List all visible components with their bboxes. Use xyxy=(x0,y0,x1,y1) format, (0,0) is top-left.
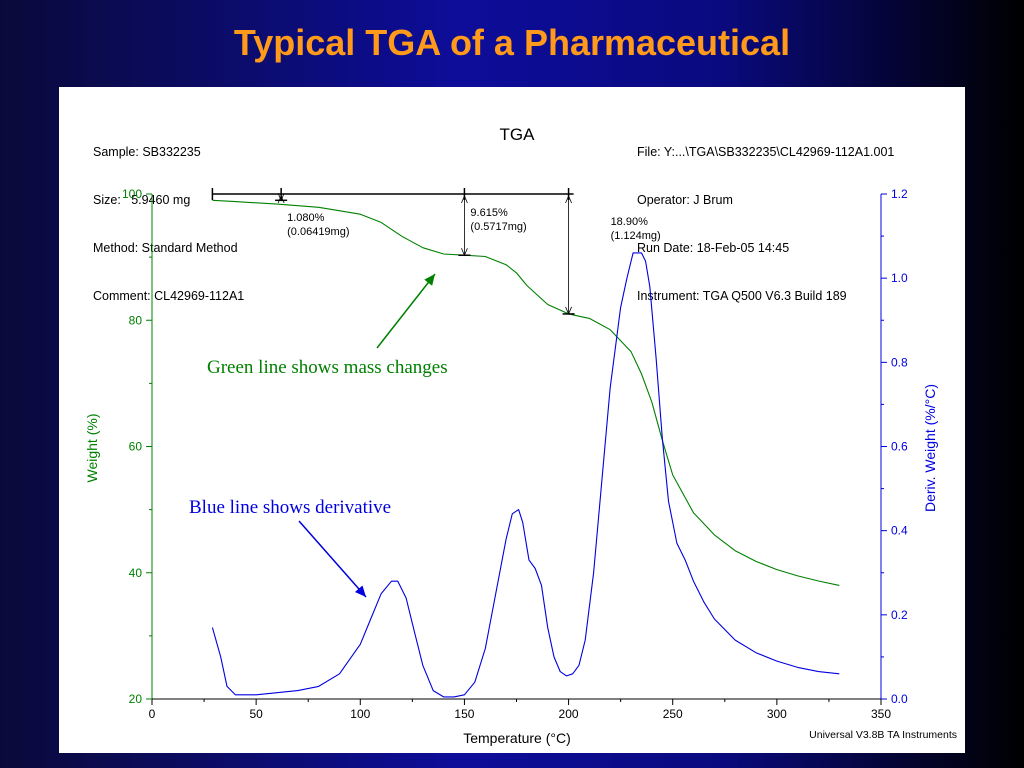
chart-panel: Sample: SB332235 Size: 5.9460 mg Method:… xyxy=(59,87,965,753)
green-arrow-head xyxy=(424,274,435,286)
x-tick-label: 300 xyxy=(767,707,787,721)
sample-line: Sample: SB332235 xyxy=(93,145,201,159)
y-tick-label: 100 xyxy=(122,187,142,201)
size-line: Size: 5.9460 mg xyxy=(93,193,191,207)
x-tick-label: 50 xyxy=(249,707,263,721)
blue-annotation: Blue line shows derivative xyxy=(189,497,391,518)
sample-info: Sample: SB332235 Size: 5.9460 mg Method:… xyxy=(93,112,244,336)
step-arrowhead xyxy=(461,194,468,204)
derivative-curve xyxy=(211,252,840,698)
y2-tick-label: 0.6 xyxy=(891,440,908,454)
green-annotation: Green line shows mass changes xyxy=(207,357,448,378)
x-tick-label: 200 xyxy=(559,707,579,721)
step-percent-label: 1.080% xyxy=(287,212,325,224)
step-arrowhead xyxy=(277,194,285,204)
run-date-line: Run Date: 18-Feb-05 14:45 xyxy=(637,241,790,255)
footer-credit: Universal V3.8B TA Instruments xyxy=(809,729,957,741)
instrument-line: Instrument: TGA Q500 V6.3 Build 189 xyxy=(637,289,847,303)
y2-tick-label: 1.0 xyxy=(891,271,908,285)
step-mass-label: (1.124mg) xyxy=(611,230,661,242)
y2-tick-label: 1.2 xyxy=(891,187,908,201)
y2-tick-label: 0.0 xyxy=(891,692,908,706)
x-tick-label: 0 xyxy=(149,707,156,721)
y-tick-label: 80 xyxy=(129,313,143,327)
x-axis-label: Temperature (°C) xyxy=(463,730,571,746)
y2-tick-label: 0.2 xyxy=(891,608,908,622)
x-tick-label: 150 xyxy=(454,707,474,721)
step-mass-label: (0.5717mg) xyxy=(470,221,526,233)
y-tick-label: 60 xyxy=(129,440,143,454)
step-arrowhead xyxy=(461,248,468,257)
operator-line: Operator: J Brum xyxy=(637,193,733,207)
step-percent-label: 18.90% xyxy=(611,216,649,228)
weight-curve xyxy=(212,199,840,586)
run-info: File: Y:...\TGA\SB332235\CL42969-112A1.0… xyxy=(637,112,894,336)
step-arrowhead xyxy=(277,193,285,202)
y-tick-label: 40 xyxy=(129,566,143,580)
slide-title: Typical TGA of a Pharmaceutical xyxy=(233,22,791,63)
blue-arrow-head xyxy=(354,585,366,597)
y-tick-label: 20 xyxy=(129,692,143,706)
x-tick-label: 250 xyxy=(663,707,683,721)
file-line: File: Y:...\TGA\SB332235\CL42969-112A1.0… xyxy=(637,145,895,159)
green-arrow xyxy=(376,273,436,349)
step-arrowhead xyxy=(565,306,572,315)
x-tick-label: 350 xyxy=(871,707,891,721)
y2-tick-label: 0.8 xyxy=(891,355,908,369)
y2-axis-label: Deriv. Weight (%/°C) xyxy=(922,384,938,512)
comment-line: Comment: CL42969-112A1 xyxy=(93,289,245,303)
y2-tick-label: 0.4 xyxy=(891,524,908,538)
chart-title: TGA xyxy=(500,125,536,144)
method-line: Method: Standard Method xyxy=(93,241,238,255)
y-axis-label: Weight (%) xyxy=(84,414,100,483)
step-percent-label: 9.615% xyxy=(470,207,508,219)
step-mass-label: (0.06419mg) xyxy=(287,226,349,238)
blue-arrow xyxy=(298,520,367,598)
tga-chart: 0 50 100 150 200 250 300 350 20 40 60 80 100 0.0 0.2 0.… xyxy=(84,125,957,746)
step-arrowhead xyxy=(565,194,572,204)
x-tick-label: 100 xyxy=(350,707,370,721)
